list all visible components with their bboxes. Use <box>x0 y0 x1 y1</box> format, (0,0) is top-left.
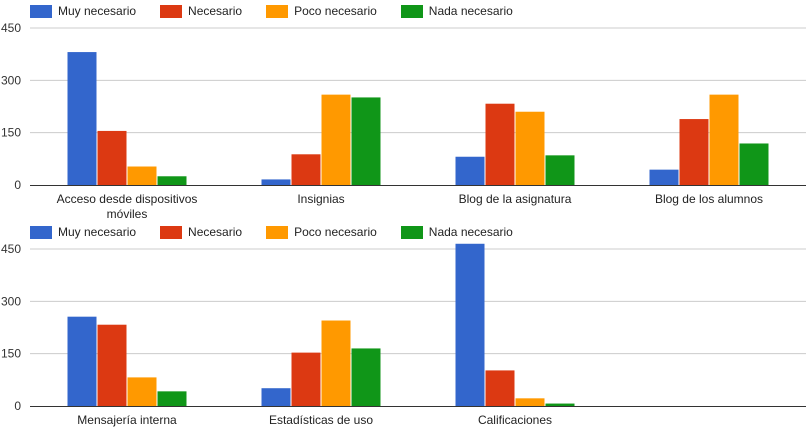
bar-necesario[interactable] <box>485 103 515 185</box>
y-tick-label: 450 <box>1 242 21 256</box>
bar-muy-necesario[interactable] <box>261 388 291 406</box>
bar-muy-necesario[interactable] <box>67 52 97 185</box>
bar-muy-necesario[interactable] <box>261 179 291 185</box>
legend-label: Necesario <box>188 4 243 18</box>
bar-poco-necesario[interactable] <box>515 111 545 185</box>
bar-nada-necesario[interactable] <box>157 176 187 185</box>
bar-nada-necesario[interactable] <box>351 97 381 185</box>
legend-label: Poco necesario <box>294 225 377 239</box>
bar-nada-necesario[interactable] <box>157 391 187 406</box>
bar-muy-necesario[interactable] <box>67 316 97 406</box>
bar-muy-necesario[interactable] <box>455 156 485 185</box>
x-category-label: Blog de la asignatura <box>459 192 572 206</box>
legend-item-poco-necesario[interactable]: Poco necesario <box>266 223 377 241</box>
x-category-label: Estadísticas de uso <box>269 413 373 427</box>
legend-item-muy-necesario[interactable]: Muy necesario <box>30 223 136 241</box>
legend-swatch <box>400 4 423 18</box>
legend-label: Necesario <box>188 225 243 239</box>
chart-panel-bottom: Muy necesario Necesario Poco necesario Nada… <box>0 221 806 442</box>
bar-nada-necesario[interactable] <box>739 143 769 185</box>
bar-necesario[interactable] <box>485 370 515 406</box>
legend-label: Poco necesario <box>294 4 377 18</box>
legend: Muy necesario Necesario Poco necesario Nada… <box>30 223 537 241</box>
legend-label: Muy necesario <box>58 225 137 239</box>
bar-nada-necesario[interactable] <box>545 403 575 406</box>
legend-swatch <box>30 4 52 18</box>
bar-necesario[interactable] <box>291 352 321 406</box>
bar-poco-necesario[interactable] <box>515 398 545 406</box>
legend-item-necesario[interactable]: Necesario <box>160 2 242 20</box>
bar-poco-necesario[interactable] <box>709 94 739 185</box>
bar-muy-necesario[interactable] <box>649 169 679 185</box>
legend-label: Muy necesario <box>58 4 137 18</box>
legend-swatch <box>266 4 289 18</box>
x-category-label: Blog de los alumnos <box>655 192 763 206</box>
y-tick-label: 150 <box>1 347 21 361</box>
bar-poco-necesario[interactable] <box>321 94 351 185</box>
bar-necesario[interactable] <box>291 154 321 185</box>
legend-swatch <box>160 225 183 239</box>
legend-label: Nada necesario <box>428 4 513 18</box>
y-tick-label: 0 <box>14 178 21 192</box>
bar-nada-necesario[interactable] <box>351 348 381 406</box>
y-tick-label: 300 <box>1 294 21 308</box>
legend-item-muy-necesario[interactable]: Muy necesario <box>30 2 136 20</box>
y-tick-label: 150 <box>1 126 21 140</box>
x-category-label: Mensajería interna <box>77 413 177 427</box>
chart-panel-top: Muy necesario Necesario Poco necesario Nada… <box>1 2 806 221</box>
bar-poco-necesario[interactable] <box>127 166 157 185</box>
legend-item-necesario[interactable]: Necesario <box>160 223 242 241</box>
bar-nada-necesario[interactable] <box>545 155 575 185</box>
legend-swatch <box>160 4 183 18</box>
bar-necesario[interactable] <box>97 130 127 185</box>
legend: Muy necesario Necesario Poco necesario Nada… <box>30 2 537 20</box>
y-tick-label: 300 <box>1 73 21 87</box>
x-category-label: Calificaciones <box>478 413 552 427</box>
legend-swatch <box>266 225 289 239</box>
legend-swatch <box>400 225 423 239</box>
bar-chart-top: 0 150 300 450 Acceso desde dispositivos móvil… <box>1 21 806 221</box>
y-tick-label: 0 <box>14 399 21 413</box>
bar-muy-necesario[interactable] <box>455 243 485 406</box>
y-tick-label: 450 <box>1 21 21 35</box>
legend-label: Nada necesario <box>428 225 513 239</box>
bar-poco-necesario[interactable] <box>127 377 157 406</box>
legend-item-nada-necesario[interactable]: Nada necesario <box>400 223 513 241</box>
legend-swatch <box>30 225 52 239</box>
bar-chart-bottom: 0 150 300 450 Mensajería interna Estadísticas… <box>1 242 806 427</box>
legend-item-nada-necesario[interactable]: Nada necesario <box>400 2 513 20</box>
legend-item-poco-necesario[interactable]: Poco necesario <box>266 2 377 20</box>
x-category-label: Insignias <box>297 192 344 206</box>
bar-necesario[interactable] <box>97 324 127 406</box>
bar-poco-necesario[interactable] <box>321 320 351 406</box>
bar-necesario[interactable] <box>679 119 709 185</box>
x-category-label: Acceso desde dispositivos móviles <box>57 192 198 221</box>
